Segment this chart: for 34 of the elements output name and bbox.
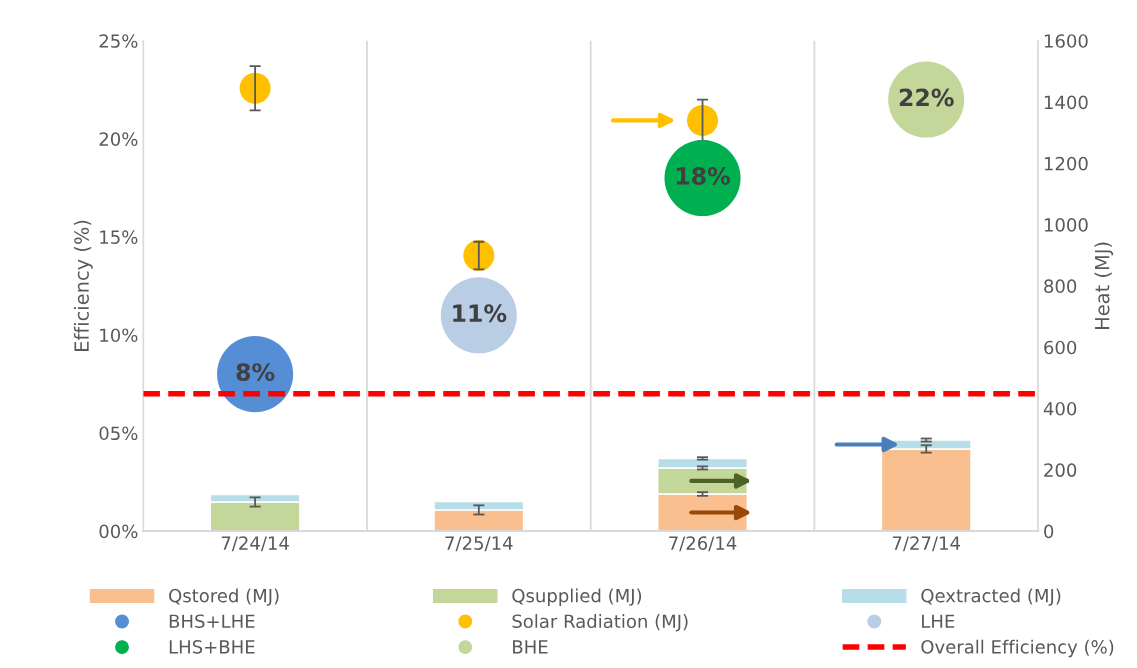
x-tick-label: 7/26/14	[669, 536, 737, 552]
legend-label: Overall Efficiency (%)	[921, 639, 1114, 658]
y-tick-label: 25%	[99, 34, 138, 48]
y2-tick-label: 800	[1044, 279, 1077, 294]
data-label: 8%	[236, 363, 275, 382]
legend-label: BHS+LHE	[169, 614, 255, 629]
y2-tick-label: 0	[1044, 524, 1054, 539]
legend-label: Qextracted (MJ)	[921, 588, 1061, 606]
x-tick-label: 7/24/14	[221, 536, 289, 552]
y2-tick-label: 200	[1044, 463, 1077, 477]
y-tick-label: 00%	[99, 524, 138, 539]
data-label: 18%	[676, 167, 731, 185]
y2-tick-label: 1200	[1044, 156, 1088, 171]
legend-label: LHS+BHE	[169, 640, 255, 654]
legend-label: Qsupplied (MJ)	[512, 588, 642, 606]
y2-tick-label: 1600	[1044, 34, 1088, 48]
y-tick-label: 15%	[100, 230, 138, 244]
data-label: 11%	[453, 304, 507, 323]
x-tick-label: 7/27/14	[892, 536, 961, 552]
y2-tick-label: 1000	[1044, 218, 1088, 232]
y-tick-label: 20%	[99, 132, 138, 146]
legend-label: Solar Radiation (MJ)	[512, 614, 688, 632]
y2-tick-label: 1400	[1044, 95, 1088, 110]
y-axis-title: Efficiency (%)	[73, 220, 93, 351]
y2-tick-label: 600	[1044, 340, 1077, 355]
y2-axis-title: Heat (MJ)	[1094, 242, 1114, 329]
y-tick-label: 10%	[100, 328, 138, 343]
data-label: 22%	[899, 88, 954, 107]
legend-label: Qstored (MJ)	[169, 588, 279, 606]
y2-tick-label: 400	[1043, 401, 1077, 416]
x-tick-label: 7/25/14	[445, 536, 513, 552]
legend-label: BHE	[513, 640, 548, 654]
legend-label: LHE	[922, 614, 955, 628]
y-tick-label: 05%	[99, 426, 138, 441]
